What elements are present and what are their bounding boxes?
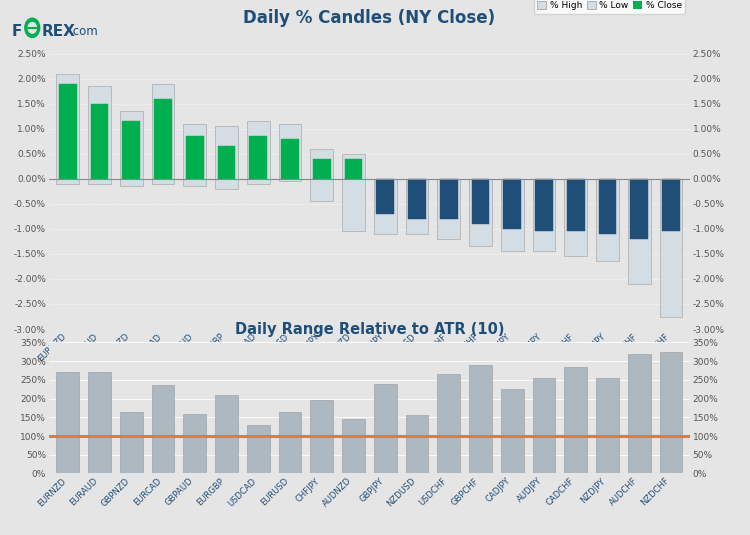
Circle shape	[28, 22, 36, 33]
Bar	[152, 179, 175, 184]
Bar	[59, 83, 76, 179]
Bar	[88, 179, 111, 184]
Bar	[501, 389, 524, 473]
Bar	[88, 86, 111, 179]
Bar	[215, 126, 238, 179]
Bar	[437, 179, 460, 239]
Bar	[406, 179, 428, 234]
Bar	[120, 179, 142, 186]
Bar	[440, 179, 458, 219]
Bar	[278, 124, 302, 179]
Bar	[122, 121, 140, 179]
Bar	[183, 124, 206, 179]
Bar	[406, 415, 428, 473]
Legend: % High, % Low, % Close: % High, % Low, % Close	[533, 0, 686, 13]
Bar	[535, 179, 553, 231]
Bar	[278, 179, 302, 181]
Bar	[91, 104, 109, 179]
Bar	[310, 149, 333, 179]
Bar	[503, 179, 521, 229]
Bar	[215, 395, 238, 473]
Bar	[120, 111, 142, 179]
Bar	[532, 179, 556, 251]
Bar	[437, 179, 460, 196]
Bar	[374, 384, 397, 473]
Bar	[596, 179, 619, 199]
Bar	[532, 179, 556, 199]
Bar	[406, 179, 428, 196]
Bar	[56, 372, 80, 473]
Bar	[501, 179, 524, 196]
Bar	[564, 367, 587, 473]
Text: F: F	[11, 24, 22, 39]
Bar	[630, 179, 648, 239]
Bar	[376, 179, 394, 214]
Bar	[659, 179, 682, 189]
Bar	[215, 179, 238, 189]
Bar	[88, 372, 111, 473]
Bar	[342, 419, 365, 473]
Bar	[501, 179, 524, 251]
Bar	[596, 179, 619, 262]
Bar	[310, 400, 333, 473]
Bar	[374, 179, 397, 184]
Bar	[152, 385, 175, 473]
Bar	[152, 83, 175, 179]
Bar	[659, 352, 682, 473]
Bar	[342, 154, 365, 179]
Bar	[628, 354, 651, 473]
Circle shape	[25, 18, 40, 37]
Text: .com: .com	[70, 25, 98, 38]
Bar	[56, 73, 80, 179]
Bar	[469, 365, 492, 473]
Bar	[342, 179, 365, 231]
Text: REX: REX	[42, 24, 76, 39]
Bar	[659, 179, 682, 317]
Bar	[183, 414, 206, 473]
Bar	[154, 98, 172, 179]
Bar	[374, 179, 397, 234]
Bar	[596, 378, 619, 473]
Bar	[437, 374, 460, 473]
Bar	[186, 136, 204, 179]
Bar	[120, 412, 142, 473]
Bar	[247, 425, 270, 473]
Bar	[628, 179, 651, 284]
Bar	[472, 179, 490, 224]
Bar	[598, 179, 616, 234]
Bar	[56, 179, 80, 184]
Bar	[281, 139, 299, 179]
Bar	[217, 146, 236, 179]
Bar	[567, 179, 585, 231]
Bar	[313, 159, 331, 179]
Bar	[564, 179, 587, 256]
Bar	[247, 121, 270, 179]
Bar	[564, 179, 587, 199]
Bar	[408, 179, 426, 219]
Bar	[469, 179, 492, 196]
Bar	[532, 378, 556, 473]
Bar	[662, 179, 680, 231]
Bar	[469, 179, 492, 246]
Bar	[183, 179, 206, 186]
Bar	[247, 179, 270, 184]
Bar	[310, 179, 333, 201]
Title: Daily % Candles (NY Close): Daily % Candles (NY Close)	[243, 9, 496, 27]
Bar	[278, 412, 302, 473]
Bar	[249, 136, 267, 179]
Title: Daily Range Relative to ATR (10): Daily Range Relative to ATR (10)	[235, 322, 504, 337]
Bar	[628, 179, 651, 199]
Bar	[344, 159, 362, 179]
